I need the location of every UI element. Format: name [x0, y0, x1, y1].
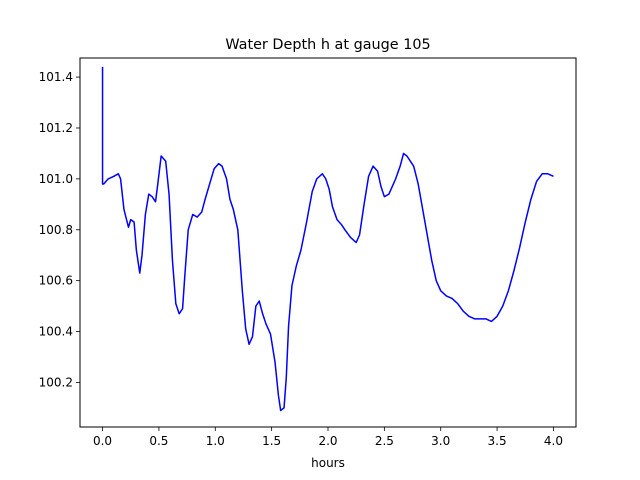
- x-tick-label: 3.0: [431, 434, 450, 448]
- x-tick-label: 1.0: [206, 434, 225, 448]
- y-tick-label: 100.2: [39, 375, 73, 389]
- y-tick-label: 101.2: [39, 121, 73, 135]
- x-tick-label: 4.0: [544, 434, 563, 448]
- y-tick-label: 101.0: [39, 172, 73, 186]
- y-tick-label: 101.4: [39, 70, 73, 84]
- x-tick-label: 2.5: [375, 434, 394, 448]
- axes-frame: [79, 57, 577, 428]
- x-axis-label: hours: [311, 456, 345, 470]
- x-tick-label: 3.5: [488, 434, 507, 448]
- chart-title: Water Depth h at gauge 105: [225, 37, 430, 53]
- y-tick-label: 100.6: [39, 274, 73, 288]
- y-tick-label: 100.4: [39, 325, 73, 339]
- series-line-0: [101, 66, 554, 412]
- x-tick-label: 0.5: [149, 434, 168, 448]
- x-axis: 0.0 0.5 1.0 1.5 2.0 2.5 3.0 3.5 4.0: [93, 427, 563, 448]
- y-tick-label: 100.8: [39, 223, 73, 237]
- y-axis: 100.2 100.4 100.6 100.8 101.0 101.2 101.4: [39, 70, 80, 389]
- x-tick-label: 2.0: [318, 434, 337, 448]
- plot-area: [101, 66, 554, 412]
- x-tick-label: 0.0: [93, 434, 112, 448]
- x-tick-label: 1.5: [262, 434, 281, 448]
